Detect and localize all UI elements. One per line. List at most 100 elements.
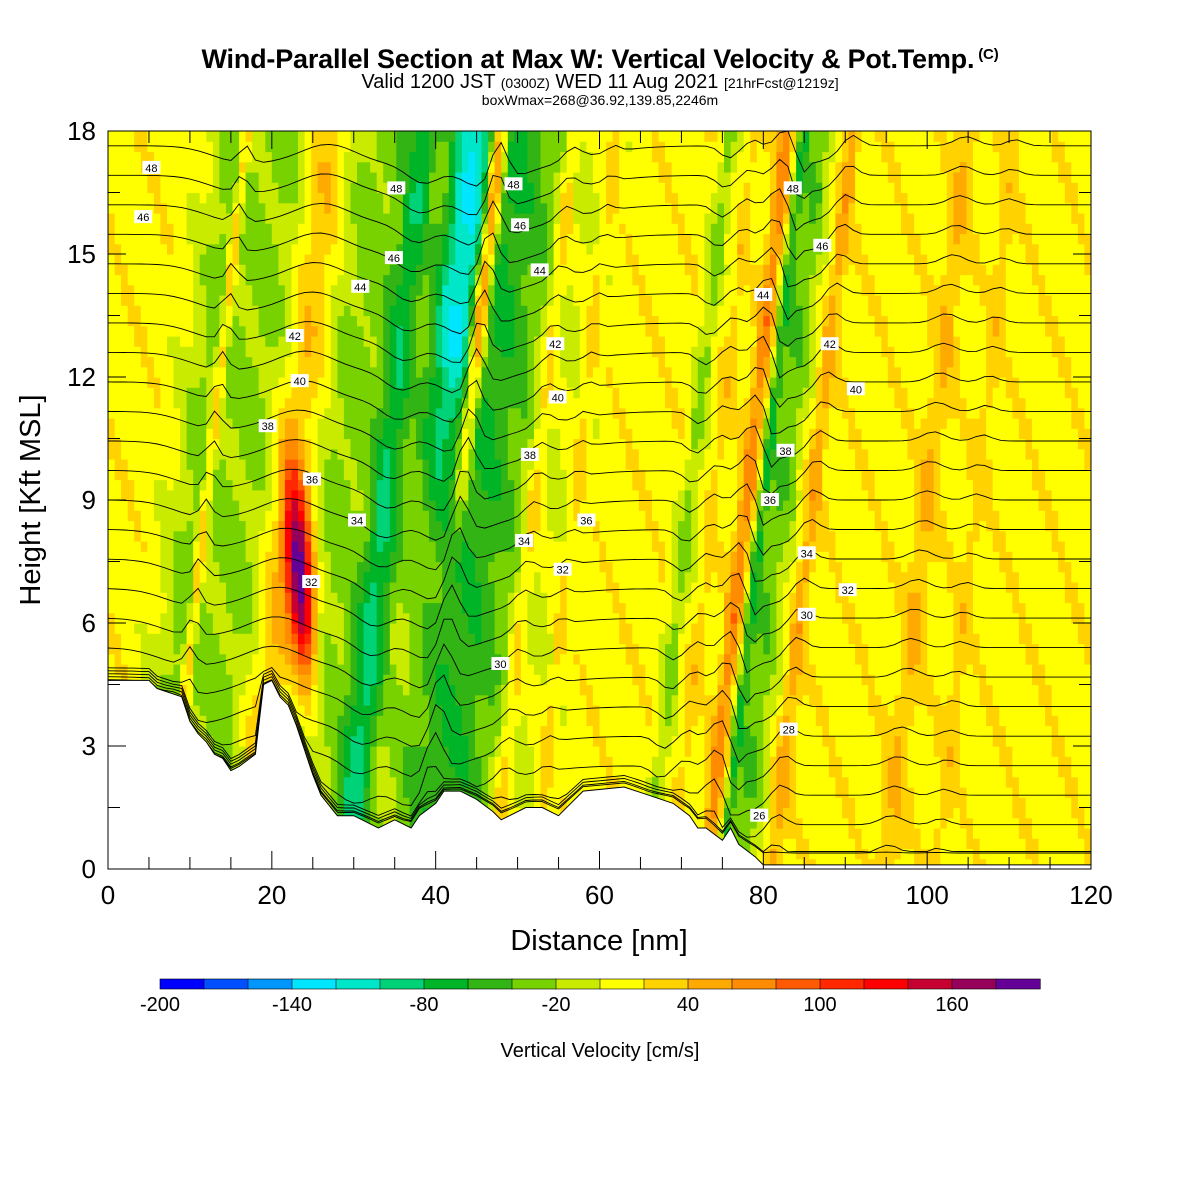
velocity-cell (363, 551, 371, 563)
velocity-cell (291, 510, 299, 522)
velocity-cell (376, 807, 384, 819)
velocity-cell (402, 592, 411, 604)
velocity-cell (252, 510, 260, 522)
velocity-cell (389, 582, 397, 593)
velocity-cell (475, 489, 483, 501)
velocity-cell (448, 623, 456, 634)
velocity-cell (239, 633, 247, 645)
velocity-cell (147, 397, 155, 409)
velocity-cell (527, 653, 535, 665)
velocity-cell (514, 377, 522, 388)
velocity-cell (337, 223, 345, 235)
velocity-cell (396, 469, 404, 481)
velocity-cell (160, 254, 168, 265)
velocity-cell (298, 715, 306, 727)
velocity-cell (416, 541, 424, 552)
velocity-cell (455, 131, 463, 142)
velocity-cell (186, 592, 194, 604)
velocity-cell (488, 366, 496, 378)
velocity-cell (402, 315, 411, 327)
velocity-cell (481, 684, 489, 696)
velocity-cell (180, 377, 188, 388)
velocity-cell (180, 356, 188, 368)
velocity-cell (153, 233, 162, 245)
velocity-cell (350, 356, 358, 368)
velocity-cell (527, 202, 535, 214)
velocity-cell (409, 664, 417, 675)
velocity-cell (304, 407, 312, 419)
velocity-cell (396, 684, 404, 696)
velocity-cell (304, 284, 312, 296)
velocity-cell (488, 202, 496, 214)
velocity-cell (350, 151, 358, 163)
velocity-cell (193, 602, 201, 614)
velocity-cell (324, 233, 332, 245)
velocity-cell (291, 428, 299, 440)
velocity-cell (245, 684, 253, 696)
velocity-cell (448, 315, 456, 327)
velocity-cell (180, 541, 188, 552)
velocity-cell (481, 161, 489, 173)
velocity-cell (291, 684, 299, 696)
velocity-cell (239, 202, 247, 214)
velocity-cell (442, 510, 450, 522)
velocity-cell (147, 131, 155, 142)
velocity-cell (212, 643, 221, 655)
velocity-cell (311, 161, 319, 173)
velocity-cell (212, 387, 221, 399)
velocity-cell (206, 284, 214, 296)
velocity-cell (383, 510, 391, 522)
velocity-cell (284, 418, 293, 429)
velocity-cell (442, 131, 450, 142)
velocity-cell (488, 776, 496, 788)
velocity-cell (206, 592, 214, 604)
velocity-cell (520, 192, 529, 204)
velocity-cell (108, 161, 116, 173)
velocity-cell (468, 746, 476, 757)
velocity-cell (153, 387, 162, 399)
velocity-cell (219, 633, 227, 645)
velocity-cell (134, 428, 142, 440)
velocity-cell (239, 274, 247, 286)
velocity-cell (429, 131, 437, 142)
velocity-cell (160, 151, 168, 163)
velocity-cell (173, 633, 181, 645)
velocity-cell (121, 459, 129, 470)
velocity-cell (304, 653, 312, 665)
velocity-cell (422, 418, 430, 429)
velocity-cell (507, 192, 515, 204)
velocity-cell (429, 530, 437, 542)
velocity-cell (337, 243, 345, 255)
velocity-cell (206, 407, 214, 419)
velocity-cell (514, 346, 522, 358)
velocity-cell (153, 284, 162, 296)
velocity-cell (540, 254, 548, 265)
velocity-cell (239, 428, 247, 440)
velocity-cell (343, 459, 352, 470)
velocity-cell (186, 213, 194, 224)
velocity-cell (232, 387, 240, 399)
velocity-cell (245, 592, 253, 604)
velocity-cell (494, 233, 502, 245)
velocity-cell (488, 182, 496, 194)
velocity-cell (448, 674, 456, 686)
velocity-cell (481, 787, 489, 798)
velocity-cell (284, 397, 293, 409)
velocity-cell (330, 172, 338, 183)
velocity-cell (330, 643, 338, 655)
velocity-cell (180, 131, 188, 142)
velocity-cell (494, 684, 502, 696)
velocity-cell (167, 510, 175, 522)
velocity-cell (153, 530, 162, 542)
velocity-cell (534, 715, 542, 727)
velocity-cell (219, 407, 227, 419)
velocity-cell (186, 315, 194, 327)
velocity-cell (547, 356, 555, 368)
velocity-cell (173, 336, 181, 347)
velocity-cell (475, 500, 483, 511)
velocity-cell (455, 202, 463, 214)
velocity-cell (271, 387, 279, 399)
velocity-cell (173, 131, 181, 142)
velocity-cell (416, 295, 424, 306)
velocity-cell (193, 571, 201, 583)
